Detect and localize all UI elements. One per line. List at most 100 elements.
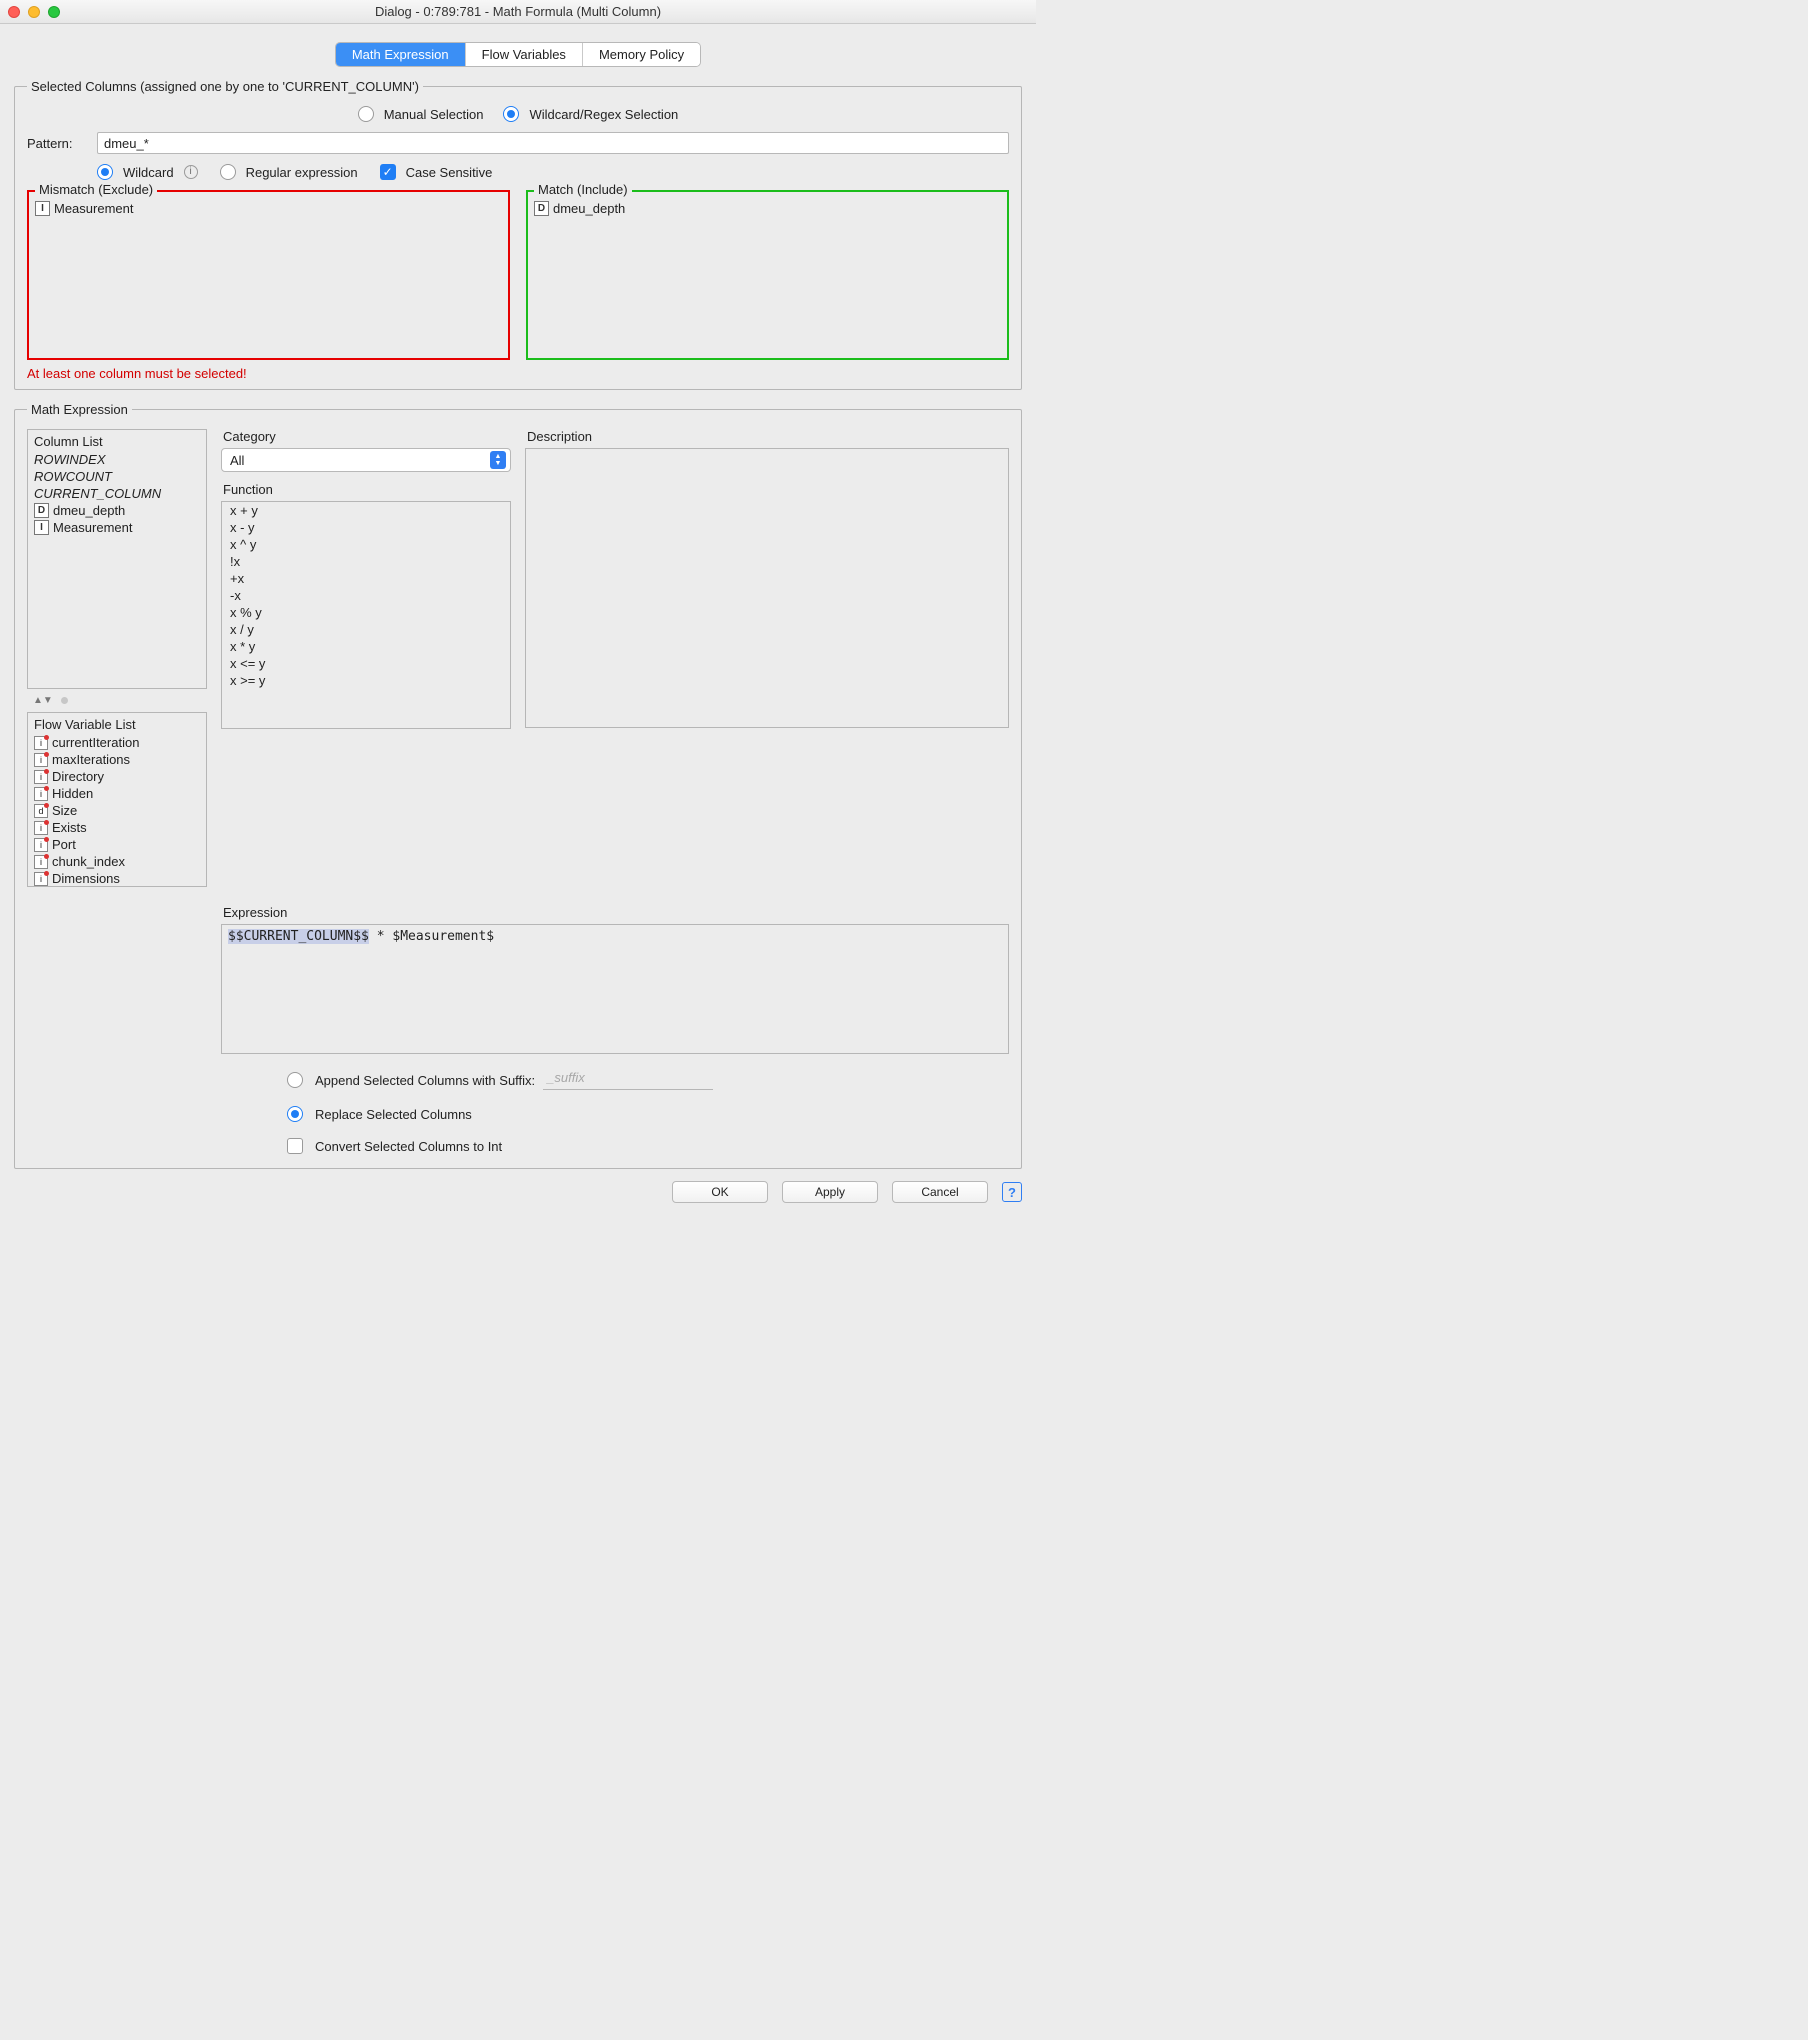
flow-variable-item[interactable]: iDimensions [28,870,206,887]
dot-icon [61,697,68,704]
math-expression-legend: Math Expression [27,402,132,417]
type-badge: i [34,821,48,835]
list-item[interactable]: D dmeu_depth [534,200,1001,217]
selection-warning: At least one column must be selected! [27,366,1009,381]
function-item[interactable]: x + y [222,502,510,519]
help-button[interactable]: ? [1002,1182,1022,1202]
apply-button[interactable]: Apply [782,1181,878,1203]
radio-icon [287,1072,303,1088]
list-item[interactable]: I Measurement [35,200,502,217]
wildcard-selection-radio[interactable]: Wildcard/Regex Selection [503,106,678,122]
selected-columns-legend: Selected Columns (assigned one by one to… [27,79,423,94]
flow-variable-item[interactable]: i Directory [28,768,206,785]
regex-radio[interactable]: Regular expression [220,164,358,180]
wildcard-label: Wildcard [123,165,174,180]
match-include-list[interactable]: Match (Include) D dmeu_depth [526,190,1009,360]
flow-variable-label: Hidden [52,786,93,801]
type-badge: I [35,201,50,216]
flow-variable-header: Flow Variable List [28,713,206,734]
function-item[interactable]: x - y [222,519,510,536]
function-item[interactable]: x * y [222,638,510,655]
function-list[interactable]: x + yx - yx ^ y!x+x-xx % yx / yx * yx <=… [221,501,511,729]
convert-int-label: Convert Selected Columns to Int [315,1139,502,1154]
list-item[interactable]: I Measurement [28,519,206,536]
tab-flow-variables[interactable]: Flow Variables [466,43,583,66]
column-list[interactable]: Column List ROWINDEX ROWCOUNT CURRENT_CO… [27,429,207,689]
function-item[interactable]: -x [222,587,510,604]
expression-input[interactable]: $$CURRENT_COLUMN$$ * $Measurement$ [221,924,1009,1054]
append-suffix-radio[interactable]: Append Selected Columns with Suffix: _su… [287,1070,713,1090]
list-item[interactable]: CURRENT_COLUMN [28,485,206,502]
list-item[interactable]: D dmeu_depth [28,502,206,519]
chevron-updown-icon: ▲▼ [490,451,506,469]
type-badge: i [34,753,48,767]
function-item[interactable]: x ^ y [222,536,510,553]
type-badge: D [34,503,49,518]
tab-math-expression[interactable]: Math Expression [336,43,466,66]
column-list-header: Column List [28,430,206,451]
flow-variable-item[interactable]: dSize [28,802,206,819]
type-badge: D [534,201,549,216]
manual-selection-radio[interactable]: Manual Selection [358,106,484,122]
flow-variable-list[interactable]: Flow Variable List icurrentIterationimax… [27,712,207,887]
function-item[interactable]: x >= y [222,672,510,689]
flow-variable-item[interactable]: iHidden [28,785,206,802]
list-item-label: Measurement [53,520,132,535]
flow-variable-label: Directory [52,769,104,784]
flow-variable-item[interactable]: icurrentIteration [28,734,206,751]
expression-label: Expression [221,905,1009,920]
flow-variable-item[interactable]: iPort [28,836,206,853]
list-item[interactable]: ROWCOUNT [28,468,206,485]
selected-columns-group: Selected Columns (assigned one by one to… [14,79,1022,390]
radio-icon [503,106,519,122]
function-item[interactable]: !x [222,553,510,570]
flow-variable-item[interactable]: i Exists [28,819,206,836]
match-legend: Match (Include) [534,182,632,197]
ok-button[interactable]: OK [672,1181,768,1203]
mismatch-legend: Mismatch (Exclude) [35,182,157,197]
list-item-label: dmeu_depth [553,201,625,216]
list-resize-handle[interactable]: ▲▼ [27,695,207,706]
function-item[interactable]: +x [222,570,510,587]
convert-int-check[interactable]: Convert Selected Columns to Int [287,1138,502,1154]
flow-variable-item[interactable]: i chunk_index [28,853,206,870]
tab-memory-policy[interactable]: Memory Policy [583,43,700,66]
flow-variable-label: Exists [52,820,87,835]
wildcard-radio[interactable]: Wildcard i [97,164,198,180]
category-select[interactable]: All ▲▼ [221,448,511,472]
wildcard-selection-label: Wildcard/Regex Selection [529,107,678,122]
math-expression-group: Math Expression Column List ROWINDEX ROW… [14,402,1022,1169]
type-badge: i [34,838,48,852]
mismatch-exclude-list[interactable]: Mismatch (Exclude) I Measurement [27,190,510,360]
type-badge: i [34,770,48,784]
pattern-input[interactable]: dmeu_* [97,132,1009,154]
function-item[interactable]: x <= y [222,655,510,672]
suffix-input[interactable]: _suffix [543,1070,713,1090]
case-sensitive-label: Case Sensitive [406,165,493,180]
description-box [525,448,1009,728]
info-icon[interactable]: i [184,165,198,179]
category-value: All [230,453,244,468]
tab-group: Math Expression Flow Variables Memory Po… [335,42,701,67]
cancel-button[interactable]: Cancel [892,1181,988,1203]
function-item[interactable]: x % y [222,604,510,621]
type-badge: i [34,855,48,869]
expression-highlight: $$CURRENT_COLUMN$$ [228,929,369,944]
replace-columns-label: Replace Selected Columns [315,1107,472,1122]
list-item-label: dmeu_depth [53,503,125,518]
flow-variable-label: Dimensions [52,871,120,886]
type-badge: d [34,804,48,818]
function-label: Function [221,482,511,497]
checkbox-icon [380,164,396,180]
flow-variable-item[interactable]: i maxIterations [28,751,206,768]
case-sensitive-check[interactable]: Case Sensitive [380,164,493,180]
replace-columns-radio[interactable]: Replace Selected Columns [287,1106,472,1122]
flow-variable-label: chunk_index [52,854,125,869]
list-item[interactable]: ROWINDEX [28,451,206,468]
flow-variable-label: maxIterations [52,752,130,767]
description-label: Description [525,429,1009,444]
radio-icon [220,164,236,180]
radio-icon [97,164,113,180]
append-suffix-label: Append Selected Columns with Suffix: [315,1073,535,1088]
function-item[interactable]: x / y [222,621,510,638]
